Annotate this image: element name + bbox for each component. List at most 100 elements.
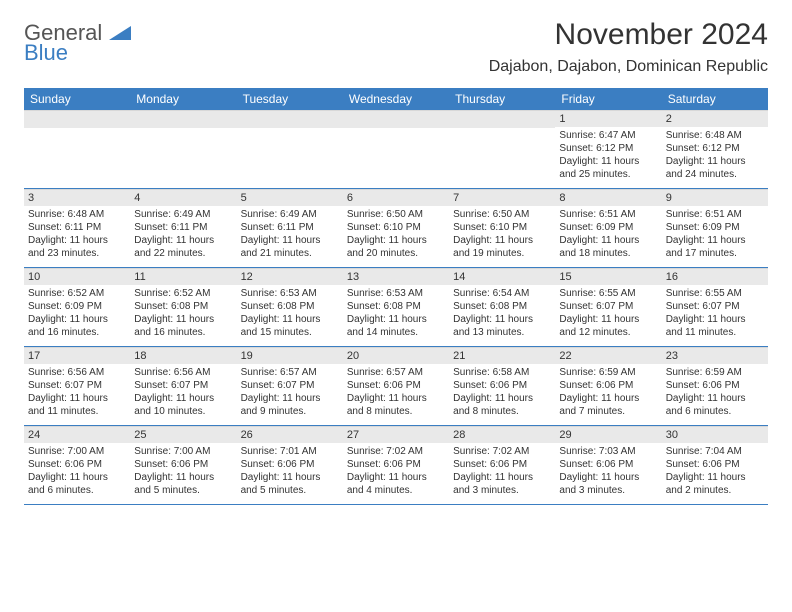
sunrise-text: Sunrise: 6:50 AM: [453, 208, 551, 221]
day-info: Sunrise: 6:48 AMSunset: 6:11 PMDaylight:…: [24, 206, 130, 264]
empty-day: [130, 110, 236, 128]
sunset-text: Sunset: 6:06 PM: [347, 458, 445, 471]
sunset-text: Sunset: 6:06 PM: [559, 379, 657, 392]
location-text: Dajabon, Dajabon, Dominican Republic: [489, 58, 768, 76]
daylight-text: Daylight: 11 hours and 3 minutes.: [453, 471, 551, 497]
daylight-text: Daylight: 11 hours and 4 minutes.: [347, 471, 445, 497]
sunrise-text: Sunrise: 6:59 AM: [666, 366, 764, 379]
weekday-header: Tuesday: [237, 88, 343, 110]
calendar-week: 24Sunrise: 7:00 AMSunset: 6:06 PMDayligh…: [24, 426, 768, 505]
daylight-text: Daylight: 11 hours and 11 minutes.: [28, 392, 126, 418]
sunset-text: Sunset: 6:07 PM: [666, 300, 764, 313]
day-number: 30: [662, 426, 768, 443]
daylight-text: Daylight: 11 hours and 5 minutes.: [241, 471, 339, 497]
daylight-text: Daylight: 11 hours and 6 minutes.: [666, 392, 764, 418]
day-number: 10: [24, 268, 130, 285]
empty-day: [237, 110, 343, 128]
sunrise-text: Sunrise: 7:02 AM: [453, 445, 551, 458]
sunset-text: Sunset: 6:09 PM: [28, 300, 126, 313]
sunrise-text: Sunrise: 6:51 AM: [666, 208, 764, 221]
day-number: 26: [237, 426, 343, 443]
daylight-text: Daylight: 11 hours and 16 minutes.: [28, 313, 126, 339]
calendar-cell: 17Sunrise: 6:56 AMSunset: 6:07 PMDayligh…: [24, 347, 130, 425]
day-info: Sunrise: 6:51 AMSunset: 6:09 PMDaylight:…: [555, 206, 661, 264]
sunrise-text: Sunrise: 7:01 AM: [241, 445, 339, 458]
day-info: Sunrise: 7:01 AMSunset: 6:06 PMDaylight:…: [237, 443, 343, 501]
brand-logo: General Blue: [24, 20, 131, 66]
sunrise-text: Sunrise: 6:49 AM: [134, 208, 232, 221]
day-info: Sunrise: 6:51 AMSunset: 6:09 PMDaylight:…: [662, 206, 768, 264]
sunrise-text: Sunrise: 6:53 AM: [347, 287, 445, 300]
day-number: 24: [24, 426, 130, 443]
header: General Blue November 2024 Dajabon, Daja…: [24, 18, 768, 76]
daylight-text: Daylight: 11 hours and 21 minutes.: [241, 234, 339, 260]
day-info: Sunrise: 6:55 AMSunset: 6:07 PMDaylight:…: [555, 285, 661, 343]
day-info: Sunrise: 6:49 AMSunset: 6:11 PMDaylight:…: [237, 206, 343, 264]
sunrise-text: Sunrise: 6:58 AM: [453, 366, 551, 379]
day-number: 11: [130, 268, 236, 285]
calendar-cell: 4Sunrise: 6:49 AMSunset: 6:11 PMDaylight…: [130, 189, 236, 267]
calendar-cell: [130, 110, 236, 188]
sunset-text: Sunset: 6:06 PM: [347, 379, 445, 392]
sunset-text: Sunset: 6:11 PM: [241, 221, 339, 234]
day-number: 2: [662, 110, 768, 127]
sunrise-text: Sunrise: 7:00 AM: [28, 445, 126, 458]
sunrise-text: Sunrise: 6:55 AM: [559, 287, 657, 300]
daylight-text: Daylight: 11 hours and 20 minutes.: [347, 234, 445, 260]
day-number: 21: [449, 347, 555, 364]
daylight-text: Daylight: 11 hours and 2 minutes.: [666, 471, 764, 497]
calendar-cell: 14Sunrise: 6:54 AMSunset: 6:08 PMDayligh…: [449, 268, 555, 346]
daylight-text: Daylight: 11 hours and 23 minutes.: [28, 234, 126, 260]
sunrise-text: Sunrise: 6:54 AM: [453, 287, 551, 300]
calendar-cell: 30Sunrise: 7:04 AMSunset: 6:06 PMDayligh…: [662, 426, 768, 504]
sunrise-text: Sunrise: 6:56 AM: [28, 366, 126, 379]
sunset-text: Sunset: 6:09 PM: [666, 221, 764, 234]
calendar-cell: 11Sunrise: 6:52 AMSunset: 6:08 PMDayligh…: [130, 268, 236, 346]
day-info: Sunrise: 6:58 AMSunset: 6:06 PMDaylight:…: [449, 364, 555, 422]
day-info: Sunrise: 6:49 AMSunset: 6:11 PMDaylight:…: [130, 206, 236, 264]
sunrise-text: Sunrise: 6:53 AM: [241, 287, 339, 300]
day-info: Sunrise: 6:53 AMSunset: 6:08 PMDaylight:…: [237, 285, 343, 343]
calendar-cell: [237, 110, 343, 188]
daylight-text: Daylight: 11 hours and 22 minutes.: [134, 234, 232, 260]
sunrise-text: Sunrise: 6:51 AM: [559, 208, 657, 221]
sunset-text: Sunset: 6:12 PM: [559, 142, 657, 155]
calendar-cell: 25Sunrise: 7:00 AMSunset: 6:06 PMDayligh…: [130, 426, 236, 504]
empty-day: [343, 110, 449, 128]
weekday-header: Saturday: [662, 88, 768, 110]
day-info: Sunrise: 6:52 AMSunset: 6:09 PMDaylight:…: [24, 285, 130, 343]
sunset-text: Sunset: 6:08 PM: [134, 300, 232, 313]
sunrise-text: Sunrise: 6:50 AM: [347, 208, 445, 221]
daylight-text: Daylight: 11 hours and 13 minutes.: [453, 313, 551, 339]
weekday-header-row: SundayMondayTuesdayWednesdayThursdayFrid…: [24, 88, 768, 110]
calendar-cell: 16Sunrise: 6:55 AMSunset: 6:07 PMDayligh…: [662, 268, 768, 346]
sunset-text: Sunset: 6:10 PM: [347, 221, 445, 234]
sunrise-text: Sunrise: 6:59 AM: [559, 366, 657, 379]
calendar-cell: 22Sunrise: 6:59 AMSunset: 6:06 PMDayligh…: [555, 347, 661, 425]
sunset-text: Sunset: 6:08 PM: [347, 300, 445, 313]
day-info: Sunrise: 7:02 AMSunset: 6:06 PMDaylight:…: [449, 443, 555, 501]
sunset-text: Sunset: 6:06 PM: [28, 458, 126, 471]
day-info: Sunrise: 6:59 AMSunset: 6:06 PMDaylight:…: [555, 364, 661, 422]
weekday-header: Thursday: [449, 88, 555, 110]
calendar-cell: [343, 110, 449, 188]
sunset-text: Sunset: 6:11 PM: [134, 221, 232, 234]
calendar-cell: [24, 110, 130, 188]
day-info: Sunrise: 6:59 AMSunset: 6:06 PMDaylight:…: [662, 364, 768, 422]
weekday-header: Sunday: [24, 88, 130, 110]
daylight-text: Daylight: 11 hours and 24 minutes.: [666, 155, 764, 181]
calendar-cell: 1Sunrise: 6:47 AMSunset: 6:12 PMDaylight…: [555, 110, 661, 188]
weekday-header: Wednesday: [343, 88, 449, 110]
brand-part2: Blue: [24, 40, 68, 65]
weekday-header: Friday: [555, 88, 661, 110]
daylight-text: Daylight: 11 hours and 6 minutes.: [28, 471, 126, 497]
calendar-cell: 26Sunrise: 7:01 AMSunset: 6:06 PMDayligh…: [237, 426, 343, 504]
sunset-text: Sunset: 6:07 PM: [559, 300, 657, 313]
sunrise-text: Sunrise: 7:00 AM: [134, 445, 232, 458]
daylight-text: Daylight: 11 hours and 25 minutes.: [559, 155, 657, 181]
daylight-text: Daylight: 11 hours and 15 minutes.: [241, 313, 339, 339]
title-block: November 2024 Dajabon, Dajabon, Dominica…: [489, 18, 768, 76]
day-info: Sunrise: 7:03 AMSunset: 6:06 PMDaylight:…: [555, 443, 661, 501]
day-number: 16: [662, 268, 768, 285]
day-info: Sunrise: 6:56 AMSunset: 6:07 PMDaylight:…: [24, 364, 130, 422]
